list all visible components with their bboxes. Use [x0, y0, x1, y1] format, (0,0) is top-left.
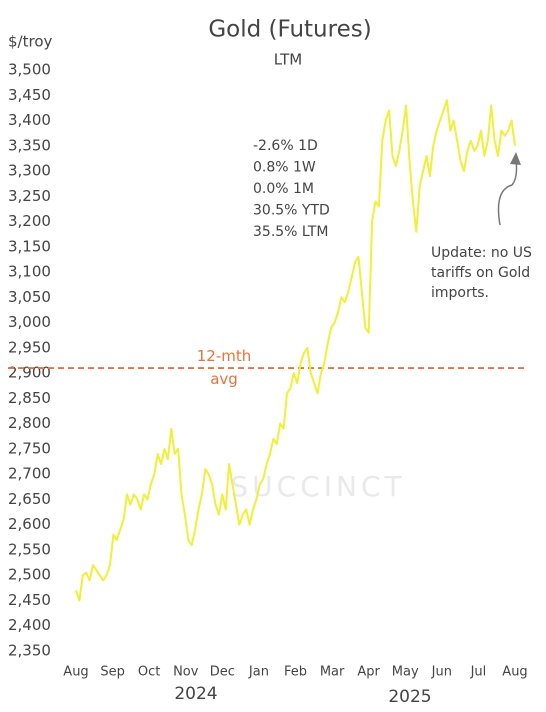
- y-tick-label: 2,950: [8, 338, 51, 356]
- y-tick-label: 3,350: [8, 136, 51, 154]
- y-tick-label: 2,600: [8, 515, 51, 533]
- x-tick-label: Nov: [173, 665, 199, 680]
- y-tick-label: 2,700: [8, 465, 51, 483]
- year-label: 2025: [388, 687, 431, 707]
- y-tick-label: 2,750: [8, 439, 51, 457]
- y-tick-label: 2,650: [8, 490, 51, 508]
- chart-subtitle: LTM: [274, 51, 302, 69]
- arrow-head: [510, 152, 521, 165]
- price-line: [75, 99, 516, 602]
- y-tick-label: 3,200: [8, 212, 51, 230]
- stat-line: -2.6% 1D: [253, 138, 318, 154]
- y-tick-label: 3,150: [8, 237, 51, 255]
- x-tick-label: Jun: [431, 665, 452, 680]
- y-tick-label: 2,500: [8, 566, 51, 584]
- stat-line: 0.0% 1M: [253, 181, 314, 197]
- y-tick-label: 2,400: [8, 616, 51, 634]
- y-tick-label: 3,250: [8, 187, 51, 205]
- y-tick-label: 2,900: [8, 364, 51, 382]
- stat-line: 0.8% 1W: [253, 160, 316, 176]
- annotation: Update: no US tariffs on Gold imports.: [431, 245, 532, 301]
- y-tick-label: 3,100: [8, 263, 51, 281]
- y-tick-label: 2,800: [8, 414, 51, 432]
- x-tick-label: Dec: [210, 665, 235, 680]
- x-tick-label: Mar: [320, 665, 345, 680]
- y-tick-label: 3,450: [8, 86, 51, 104]
- y-tick-label: 2,550: [8, 540, 51, 558]
- y-tick-label: 2,450: [8, 591, 51, 609]
- chart-title: Gold (Futures): [208, 17, 371, 43]
- y-tick-label: 3,500: [8, 61, 51, 79]
- y-tick-label: 3,400: [8, 111, 51, 129]
- y-tick-label: 3,000: [8, 313, 51, 331]
- x-tick-label: Aug: [502, 665, 527, 680]
- y-tick-label: 2,350: [8, 642, 51, 660]
- y-axis-label: $/troy: [8, 33, 52, 51]
- x-tick-label: May: [392, 665, 419, 680]
- x-tick-label: Jan: [248, 665, 269, 680]
- stat-line: 30.5% YTD: [253, 203, 330, 219]
- x-tick-label: Feb: [284, 665, 307, 680]
- y-tick-label: 3,050: [8, 288, 51, 306]
- y-tick-label: 3,300: [8, 162, 51, 180]
- x-tick-label: Apr: [357, 665, 380, 680]
- average-label: 12-mth avg: [197, 347, 252, 388]
- y-tick-label: 2,850: [8, 389, 51, 407]
- year-label: 2024: [174, 684, 217, 704]
- x-tick-label: Aug: [63, 665, 88, 680]
- x-tick-label: Sep: [100, 665, 125, 680]
- annotation-arrow: [497, 159, 518, 226]
- x-tick-label: Oct: [138, 665, 160, 680]
- x-tick-label: Jul: [470, 665, 487, 680]
- stat-line: 35.5% LTM: [253, 224, 328, 240]
